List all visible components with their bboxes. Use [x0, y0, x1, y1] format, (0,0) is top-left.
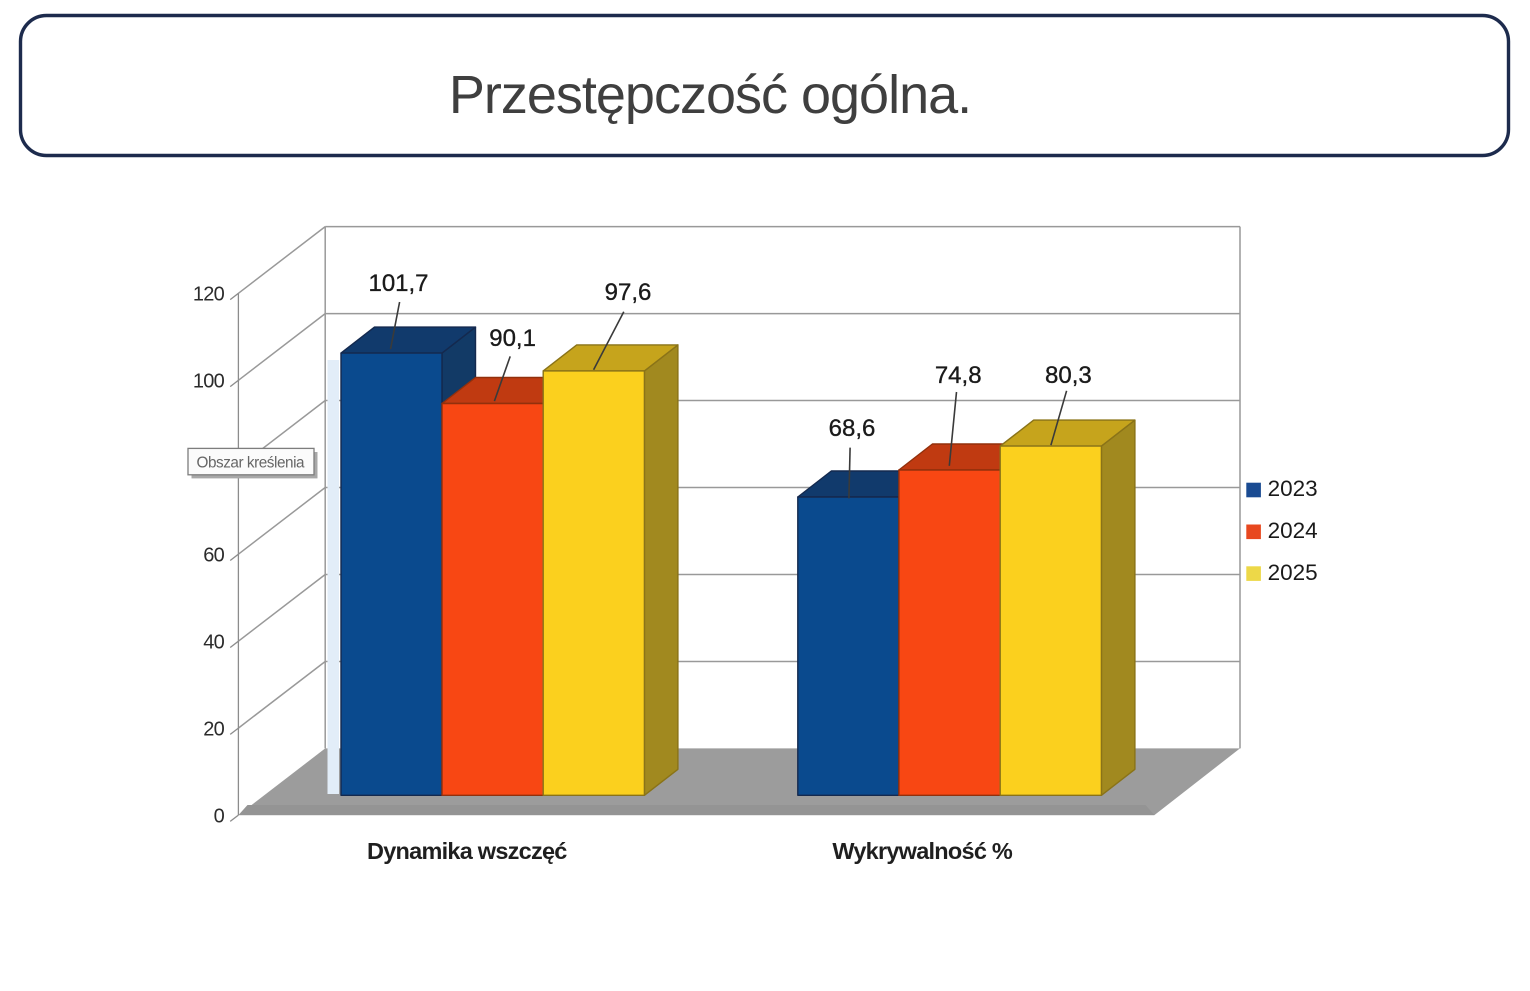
svg-text:68,6: 68,6 [829, 415, 876, 442]
svg-text:40: 40 [203, 632, 224, 654]
svg-text:101,7: 101,7 [368, 270, 428, 297]
svg-text:Przestępczość ogólna.: Przestępczość ogólna. [449, 65, 971, 125]
svg-text:20: 20 [203, 718, 224, 740]
svg-text:80,3: 80,3 [1045, 362, 1092, 389]
svg-text:2023: 2023 [1268, 476, 1318, 501]
svg-text:120: 120 [193, 284, 225, 306]
svg-text:74,8: 74,8 [935, 362, 982, 389]
svg-text:60: 60 [203, 545, 224, 567]
svg-text:100: 100 [193, 371, 225, 393]
svg-text:Obszar kreślenia: Obszar kreślenia [197, 455, 306, 472]
svg-text:Dynamika wszczęć: Dynamika wszczęć [367, 838, 567, 864]
svg-text:Wykrywalność %: Wykrywalność % [832, 838, 1013, 864]
svg-text:0: 0 [214, 805, 225, 827]
svg-text:97,6: 97,6 [605, 279, 652, 306]
svg-text:2025: 2025 [1268, 560, 1318, 585]
svg-text:90,1: 90,1 [489, 325, 536, 352]
svg-text:2024: 2024 [1268, 518, 1318, 543]
